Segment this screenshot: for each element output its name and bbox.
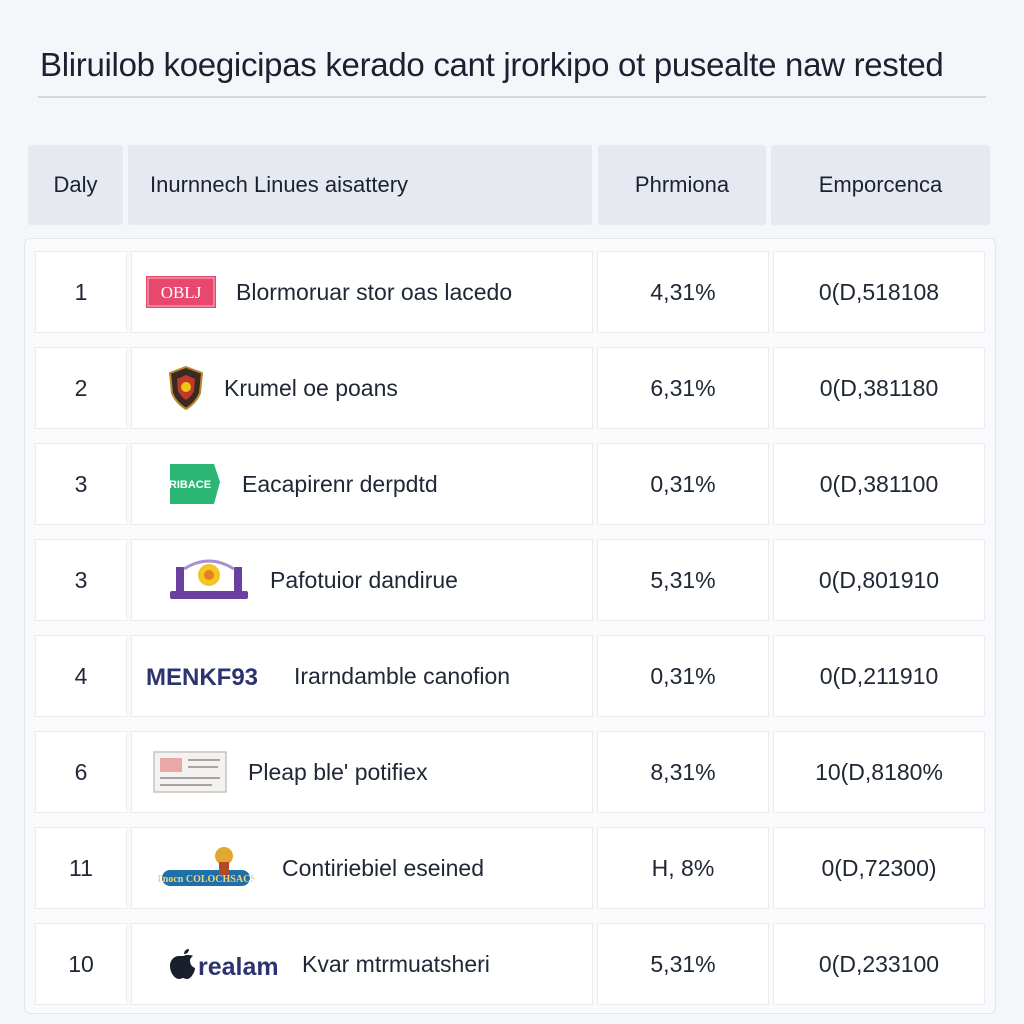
value-cell: 0(D,801910: [773, 539, 985, 621]
table-row[interactable]: 4 MENKF93 Irarndamble canofion 0,31% 0(D…: [25, 635, 995, 731]
item-name: Eacapirenr derpdtd: [242, 470, 438, 497]
item-name: Kvar mtrmuatsheri: [302, 950, 490, 977]
document-card-logo-icon: [152, 748, 228, 796]
green-flag-logo-icon: RIBACE: [168, 460, 222, 508]
logo-text: RIBACE: [169, 479, 211, 491]
table-row[interactable]: 1 OBLJ Blormoruar stor oas lacedo 4,31% …: [25, 251, 995, 347]
percent-cell: 5,31%: [597, 539, 769, 621]
value-cell: 0(D,233100: [773, 923, 985, 1005]
logo-text: OBLJ: [161, 283, 202, 302]
name-cell: Pleap ble' potifiex: [131, 731, 593, 813]
item-name: Pafotuior dandirue: [270, 566, 458, 593]
apple-wordmark-logo-icon: realam: [168, 948, 282, 980]
logo-text: MENKF93: [146, 664, 258, 691]
item-name: Blormoruar stor oas lacedo: [236, 278, 513, 305]
table-row[interactable]: 3 RIBACE Eacapirenr derpdtd 0,31% 0(D,38…: [25, 443, 995, 539]
column-header-value[interactable]: Emporcenca: [771, 145, 990, 225]
table-row[interactable]: 6 Pleap ble' potifiex 8,31% 10(D,8180%: [25, 731, 995, 827]
table-row[interactable]: 10 realam Kvar mtrmuatsheri 5,31% 0(D,23…: [25, 923, 995, 1019]
table-row[interactable]: 2 Krumel oe poans 6,31% 0(D,381180: [25, 347, 995, 443]
column-header-name[interactable]: Inurnnech Linues aisattery: [128, 145, 592, 225]
name-cell: Tnocn COLOCHSACS Contiriebiel eseined: [131, 827, 593, 909]
item-name: Irarndamble canofion: [294, 662, 511, 689]
mascot-banner-logo-icon: Tnocn COLOCHSACS: [158, 842, 254, 894]
name-cell: RIBACE Eacapirenr derpdtd: [131, 443, 593, 525]
pink-badge-logo-icon: OBLJ: [146, 276, 216, 308]
value-cell: 0(D,381100: [773, 443, 985, 525]
day-cell: 3: [35, 443, 127, 525]
value-cell: 0(D,72300): [773, 827, 985, 909]
name-cell: realam Kvar mtrmuatsheri: [131, 923, 593, 1005]
logo-text: realam: [198, 953, 279, 980]
percent-cell: 0,31%: [597, 635, 769, 717]
percent-cell: H, 8%: [597, 827, 769, 909]
table-body: 1 OBLJ Blormoruar stor oas lacedo 4,31% …: [24, 238, 996, 1014]
day-cell: 2: [35, 347, 127, 429]
table-row[interactable]: 11 Tnocn COLOCHSACS Contiriebiel eseined…: [25, 827, 995, 923]
wordmark-logo-icon: MENKF93: [146, 660, 270, 692]
percent-cell: 0,31%: [597, 443, 769, 525]
page-title: Bliruilob koegicipas kerado cant jrorkip…: [40, 46, 944, 83]
column-header-day[interactable]: Daly: [28, 145, 123, 225]
value-cell: 10(D,8180%: [773, 731, 985, 813]
purple-arch-logo-icon: [168, 557, 250, 603]
crest-shield-logo-icon: [168, 365, 204, 411]
column-header-percent[interactable]: Phrmiona: [598, 145, 766, 225]
percent-cell: 6,31%: [597, 347, 769, 429]
name-cell: MENKF93 Irarndamble canofion: [131, 635, 593, 717]
day-cell: 3: [35, 539, 127, 621]
item-name: Contiriebiel eseined: [282, 854, 485, 881]
percent-cell: 5,31%: [597, 923, 769, 1005]
percent-cell: 8,31%: [597, 731, 769, 813]
table-row[interactable]: 3 Pafotuior dandirue 5,31% 0(D,801910: [25, 539, 995, 635]
value-cell: 0(D,211910: [773, 635, 985, 717]
item-name: Pleap ble' potifiex: [248, 758, 428, 785]
day-cell: 6: [35, 731, 127, 813]
name-cell: OBLJ Blormoruar stor oas lacedo: [131, 251, 593, 333]
value-cell: 0(D,381180: [773, 347, 985, 429]
day-cell: 1: [35, 251, 127, 333]
name-cell: Krumel oe poans: [131, 347, 593, 429]
title-divider: [38, 96, 986, 98]
item-name: Krumel oe poans: [224, 374, 398, 401]
name-cell: Pafotuior dandirue: [131, 539, 593, 621]
day-cell: 11: [35, 827, 127, 909]
day-cell: 10: [35, 923, 127, 1005]
value-cell: 0(D,518108: [773, 251, 985, 333]
percent-cell: 4,31%: [597, 251, 769, 333]
day-cell: 4: [35, 635, 127, 717]
logo-text: Tnocn COLOCHSACS: [158, 874, 254, 885]
